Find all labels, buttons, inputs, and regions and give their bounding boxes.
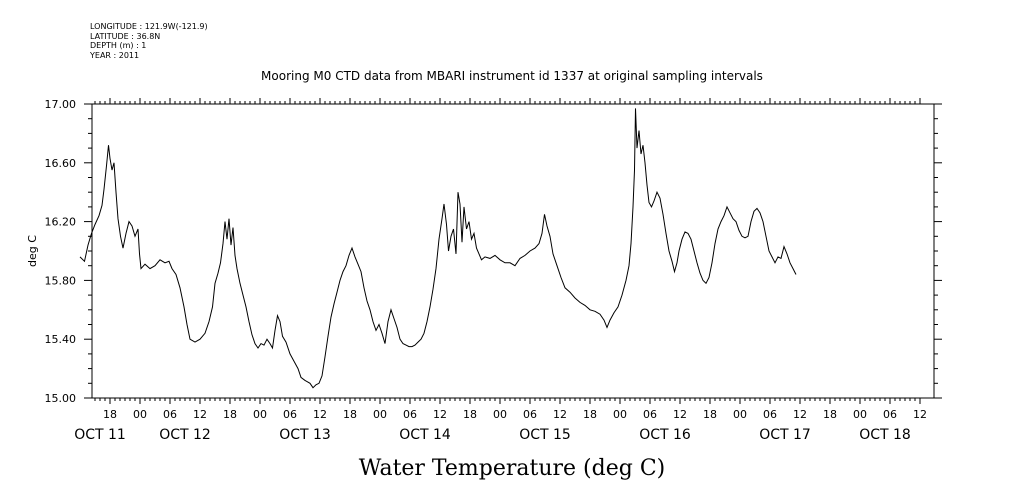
x-hour-tick-label: 00 xyxy=(853,408,867,421)
x-hour-tick-label: 18 xyxy=(823,408,837,421)
x-hour-tick-label: 18 xyxy=(103,408,117,421)
y-tick-label: 15.40 xyxy=(45,333,77,346)
latitude-text: LATITUDE : 36.8N xyxy=(90,31,161,41)
x-day-label: OCT 16 xyxy=(639,427,691,443)
x-ticks: 18 00 06 12 18 00 06 12 18 00 06 12 18 00 06 12 18 00 06 12… xyxy=(74,98,927,443)
temperature-series-line xyxy=(79,108,797,389)
y-ticks: 15.00 15.40 15.80 16.20 16.60 17.00 xyxy=(45,98,942,405)
x-hour-tick-label: 12 xyxy=(553,408,567,421)
year-text: YEAR : 2011 xyxy=(90,50,140,60)
x-day-label: OCT 15 xyxy=(519,427,571,443)
x-day-label: OCT 14 xyxy=(399,427,451,443)
x-day-label: OCT 17 xyxy=(759,427,811,443)
metadata-block: LONGITUDE : 121.9W(-121.9) LATITUDE : 36… xyxy=(90,22,208,60)
x-hour-tick-label: 06 xyxy=(883,408,897,421)
x-hour-tick-label: 00 xyxy=(253,408,267,421)
chart-title: Mooring M0 CTD data from MBARI instrumen… xyxy=(261,69,763,83)
x-hour-tick-label: 12 xyxy=(673,408,687,421)
x-hour-tick-label: 06 xyxy=(403,408,417,421)
x-hour-tick-label: 00 xyxy=(493,408,507,421)
x-axis-label: Water Temperature (deg C) xyxy=(359,456,666,481)
x-hour-tick-label: 00 xyxy=(733,408,747,421)
x-hour-tick-label: 00 xyxy=(373,408,387,421)
x-hour-tick-label: 00 xyxy=(133,408,147,421)
x-hour-tick-label: 06 xyxy=(163,408,177,421)
x-hour-tick-label: 18 xyxy=(463,408,477,421)
longitude-text: LONGITUDE : 121.9W(-121.9) xyxy=(90,22,208,31)
y-tick-label: 15.00 xyxy=(45,392,77,405)
x-hour-tick-label: 06 xyxy=(283,408,297,421)
plot-frame xyxy=(91,103,935,399)
x-day-label: OCT 18 xyxy=(859,427,911,443)
x-hour-tick-label: 12 xyxy=(313,408,327,421)
y-tick-label: 17.00 xyxy=(45,98,77,111)
x-hour-tick-label: 06 xyxy=(643,408,657,421)
x-hour-tick-label: 18 xyxy=(223,408,237,421)
depth-text: DEPTH (m) : 1 xyxy=(90,41,147,50)
x-day-label: OCT 13 xyxy=(279,427,331,443)
y-tick-label: 15.80 xyxy=(45,274,77,287)
x-hour-tick-label: 06 xyxy=(523,408,537,421)
x-hour-tick-label: 12 xyxy=(913,408,927,421)
y-tick-label: 16.60 xyxy=(45,157,77,170)
x-day-label: OCT 12 xyxy=(159,427,211,443)
x-hour-tick-label: 12 xyxy=(193,408,207,421)
x-day-label: OCT 11 xyxy=(74,427,126,443)
y-axis-label: deg C xyxy=(26,235,39,267)
x-hour-tick-label: 12 xyxy=(433,408,447,421)
x-hour-tick-label: 18 xyxy=(343,408,357,421)
x-hour-tick-label: 06 xyxy=(763,408,777,421)
x-hour-tick-label: 18 xyxy=(703,408,717,421)
x-hour-tick-label: 12 xyxy=(793,408,807,421)
y-tick-label: 16.20 xyxy=(45,216,77,229)
x-hour-tick-label: 00 xyxy=(613,408,627,421)
x-hour-tick-label: 18 xyxy=(583,408,597,421)
